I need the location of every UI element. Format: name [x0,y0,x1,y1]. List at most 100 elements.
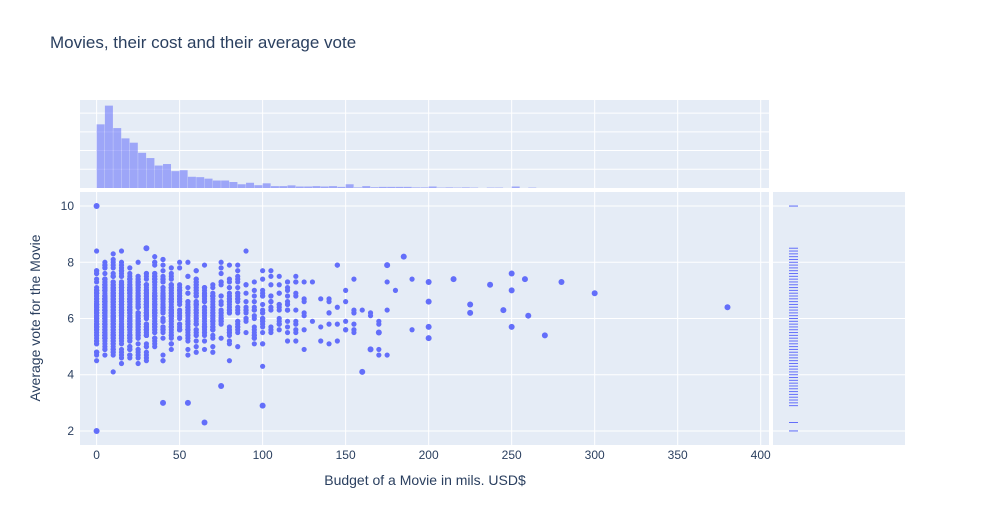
scatter-point [235,344,241,350]
scatter-point [118,296,125,302]
scatter-point [218,270,224,277]
scatter-point [301,346,307,353]
histogram-bar [179,170,188,188]
scatter-point [110,332,116,338]
scatter-point [160,262,166,268]
scatter-point [425,278,432,285]
x-tick-label: 150 [336,448,356,462]
scatter-point [135,329,141,336]
scatter-point [210,344,216,350]
scatter-panel: 0 50 100 150 200 250 300 350 400 2 4 6 8 10 [61,192,771,462]
scatter-point [152,341,158,347]
scatter-point [160,315,166,322]
histogram-bar [287,185,296,188]
scatter-point [376,346,382,353]
scatter-point [201,324,208,330]
histogram-bar [138,152,147,188]
scatter-point [284,329,291,336]
scatter-point [185,346,191,353]
scatter-point [260,276,266,282]
scatter-point [127,352,133,358]
scatter-point [226,284,233,291]
scatter-point [268,304,274,310]
scatter-point [276,315,282,322]
histogram-bar [113,128,122,188]
scatter-point [94,287,100,293]
scatter-point [301,299,307,305]
scatter-point [160,358,166,364]
scatter-point [143,296,150,302]
scatter-point [94,313,100,319]
scatter-point [160,276,166,282]
scatter-point [152,296,158,302]
scatter-point [94,358,100,364]
scatter-point [168,346,174,353]
scatter-point [102,287,108,293]
scatter-point [201,313,208,319]
scatter-point [160,293,166,299]
scatter-point [243,299,249,305]
scatter-point [110,270,116,277]
scatter-point [160,307,166,313]
scatter-point [218,293,224,299]
scatter-point [268,327,274,333]
scatter-point [384,307,390,313]
scatter-point [500,307,507,314]
scatter-point [185,304,191,310]
scatter-point [218,279,224,285]
scatter-point [508,287,515,294]
scatter-point [309,318,316,324]
y-tick-label: 8 [67,255,74,269]
scatter-point [260,301,266,308]
scatter-point [168,341,174,347]
histogram-bar [212,180,221,188]
scatter-point [102,335,108,341]
scatter-point [301,279,307,285]
scatter-point [110,304,116,310]
scatter-point [152,279,158,285]
scatter-point [326,321,332,327]
scatter-point [218,315,224,322]
scatter-point [276,301,282,308]
histogram-panel [80,100,769,188]
scatter-point [143,245,150,252]
scatter-point [367,310,374,316]
scatter-point [400,253,407,260]
scatter-point [210,349,216,355]
scatter-point [235,318,241,324]
scatter-point [210,327,216,333]
scatter-point [276,273,282,279]
scatter-point [93,203,100,210]
histogram-bar [279,186,288,188]
scatter-point [110,251,116,257]
scatter-point [102,352,108,358]
x-tick-label: 350 [668,448,688,462]
scatter-point [193,338,199,344]
scatter-point [218,259,224,265]
scatter-point [102,329,108,336]
scatter-point [259,402,266,409]
scatter-point [110,349,116,355]
scatter-point [367,346,374,353]
scatter-point [260,318,266,324]
scatter-point [118,360,125,367]
scatter-point [110,290,116,296]
scatter-point [251,279,257,285]
scatter-point [210,293,216,299]
histogram-bar [337,186,346,188]
scatter-point [276,282,282,288]
scatter-point [102,262,108,268]
scatter-point [201,338,208,344]
scatter-point [185,327,191,333]
histogram-bar [412,187,421,188]
scatter-point [143,270,150,277]
scatter-point [193,332,199,338]
histogram-background [80,100,769,188]
y-axis-title: Average vote for the Movie [27,234,43,401]
scatter-point [110,310,116,316]
histogram-bar [304,186,313,188]
scatter-point [110,369,116,375]
scatter-point [359,307,365,313]
scatter-point [118,313,125,319]
scatter-point [251,304,257,310]
